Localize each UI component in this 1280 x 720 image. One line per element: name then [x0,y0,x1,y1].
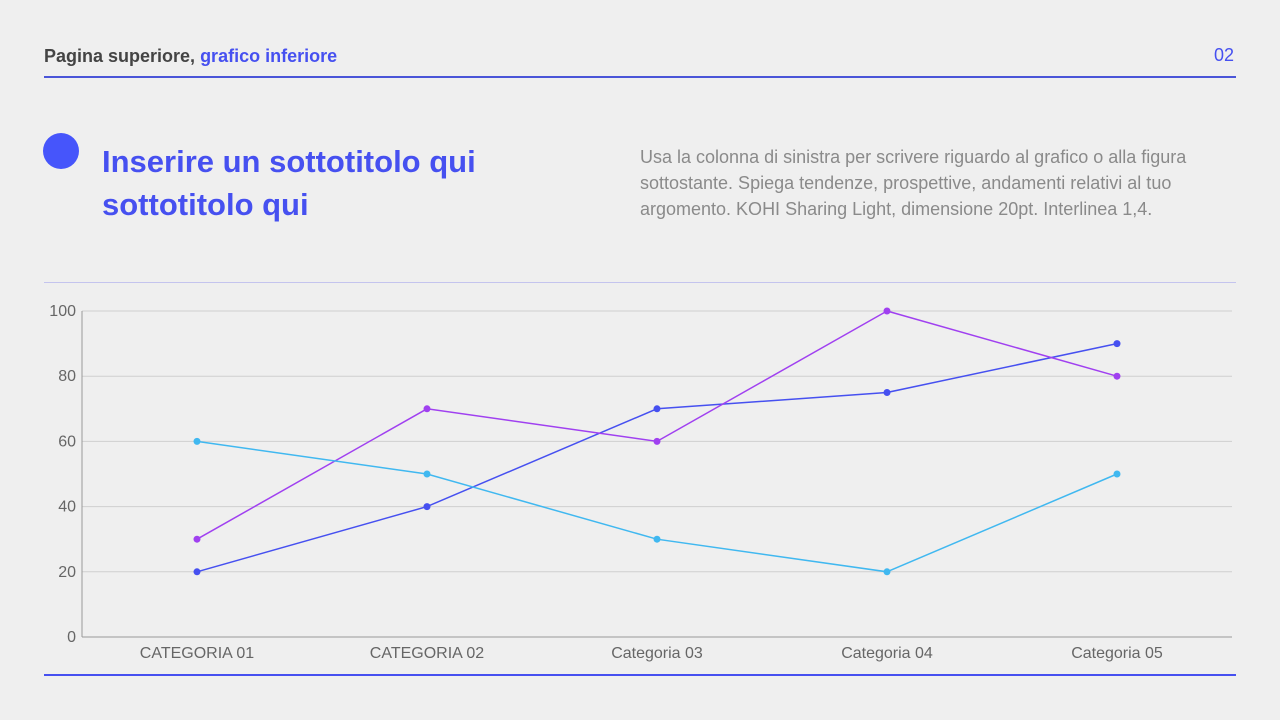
footer-divider [44,674,1236,676]
data-point [193,568,201,576]
y-tick-label: 40 [58,499,76,516]
data-point [653,405,661,413]
x-tick-label: Categoria 05 [1071,645,1163,662]
data-point [653,437,661,445]
page-number: 02 [1213,45,1234,65]
data-point [423,470,431,478]
x-tick-label: Categoria 03 [611,645,703,662]
data-point [423,405,431,413]
chart-top-divider [44,282,1236,283]
data-point [193,437,201,445]
data-point [883,307,891,315]
data-point [883,389,891,396]
data-point [1113,372,1121,380]
description: Usa la colonna di sinistra per scrivere … [640,147,1187,219]
y-tick-label: 60 [58,433,76,450]
subtitle: Inserire un sottotitolo qui sottotitolo … [102,144,476,222]
data-point [883,568,891,576]
y-tick-label: 80 [58,368,76,385]
header-title-main: Pagina superiore, [44,46,201,66]
y-tick-label: 0 [67,629,76,646]
data-point [1113,470,1121,478]
data-point [423,503,431,511]
x-tick-label: CATEGORIA 02 [370,645,485,662]
series-line-2 [196,310,1118,540]
x-tick-label: Categoria 04 [841,645,933,662]
header-divider [44,76,1236,78]
x-tick-label: CATEGORIA 01 [140,645,255,662]
y-tick-label: 20 [58,564,76,581]
header-title: Pagina superiore, grafico inferiore [44,46,337,67]
data-point [653,535,661,543]
bullet-circle-icon [43,133,79,169]
y-tick-label: 100 [49,303,76,320]
data-point [1113,340,1121,348]
header-title-accent: grafico inferiore [200,46,338,66]
data-point [193,535,201,543]
